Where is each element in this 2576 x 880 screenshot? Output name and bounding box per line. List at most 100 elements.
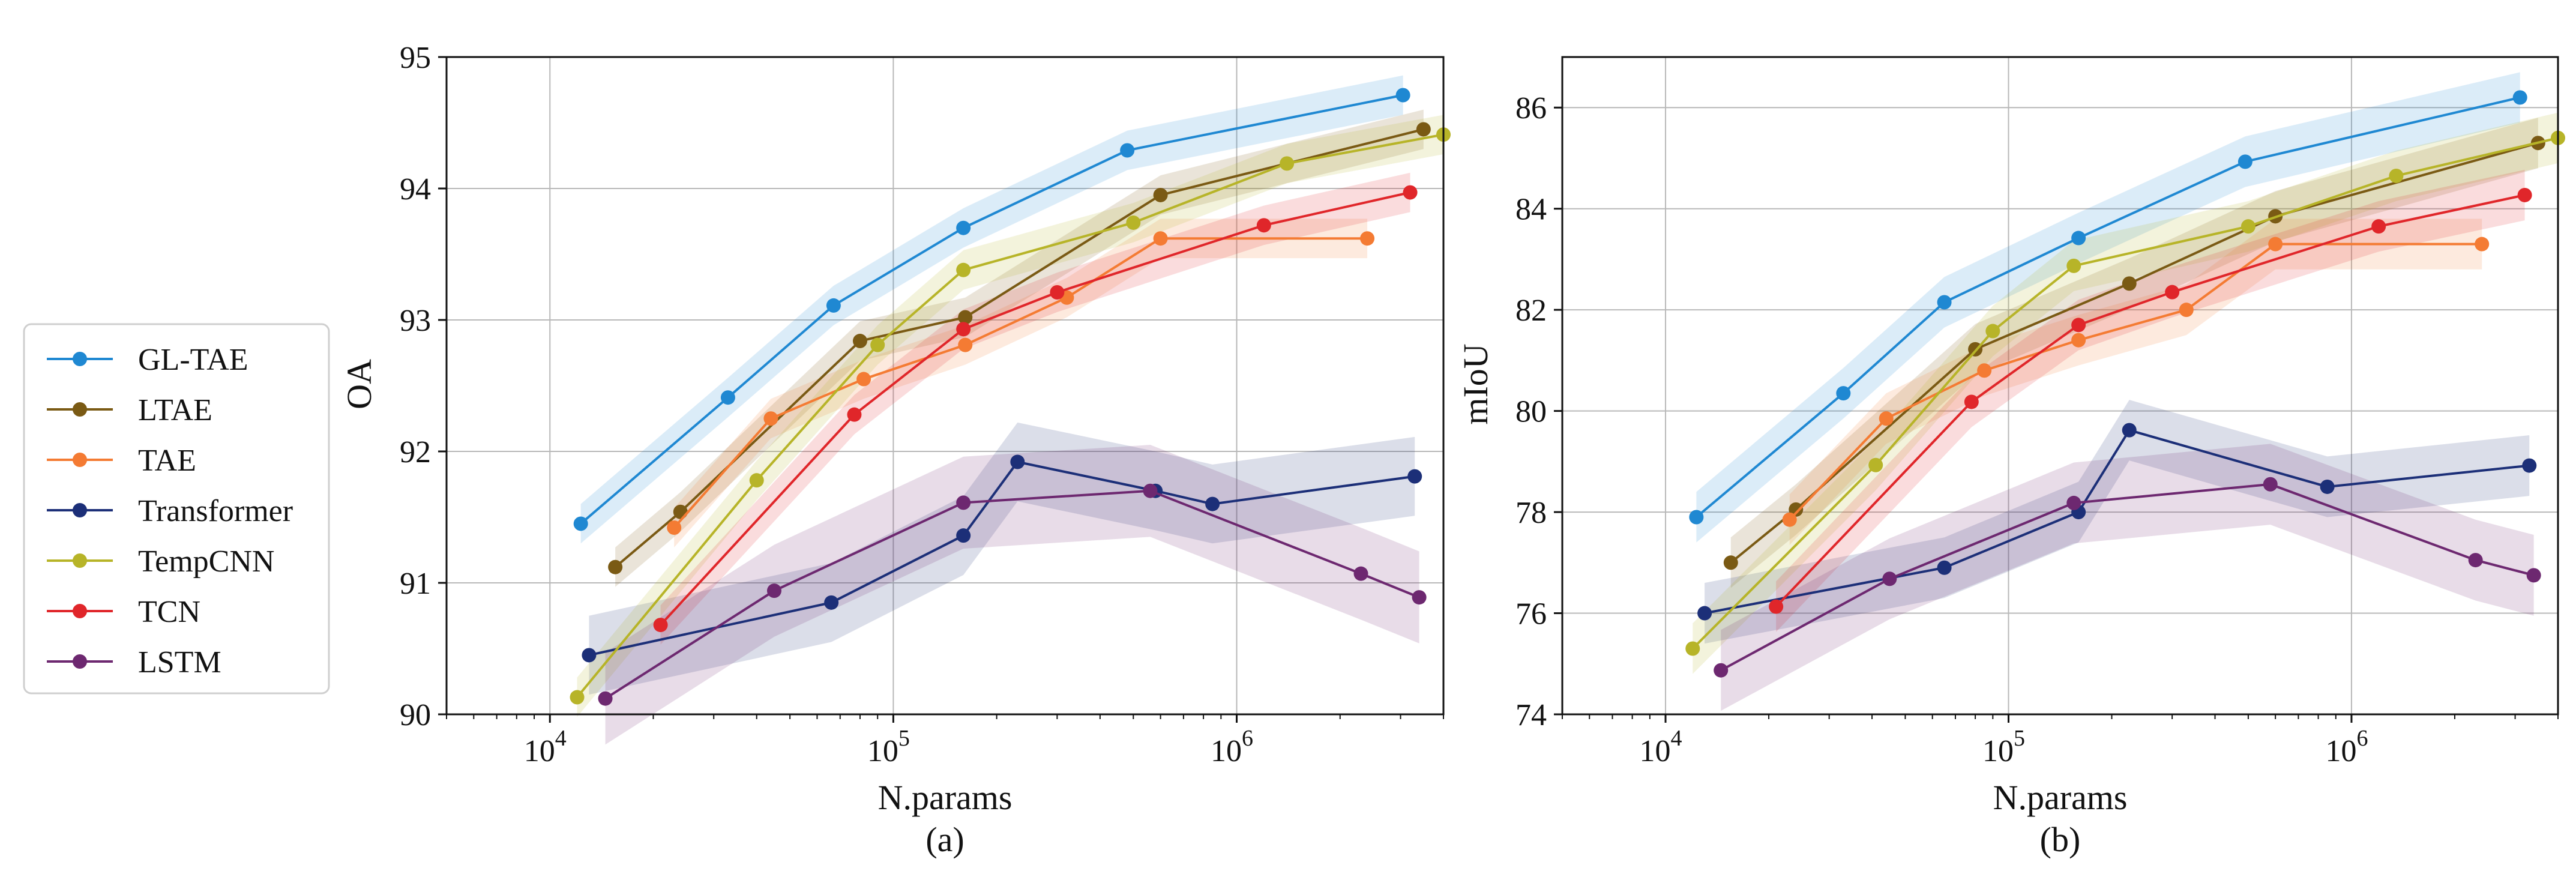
legend-label: Transformer	[138, 494, 293, 528]
data-point-tempcnn	[1685, 641, 1700, 656]
x-tick-label: 104	[1640, 726, 1682, 768]
data-point-tae	[856, 372, 871, 387]
data-point-lstm	[956, 495, 971, 510]
legend-item-tae: TAE	[47, 444, 196, 478]
series-line-tcn	[660, 191, 1410, 626]
legend-item-gl-tae: GL-TAE	[47, 343, 248, 377]
data-point-ltae	[608, 559, 623, 574]
x-tick-label: 106	[2325, 726, 2368, 768]
data-point-tcn	[847, 407, 862, 422]
data-point-ltae	[2122, 276, 2137, 291]
legend-label: LTAE	[138, 393, 212, 427]
data-point-tae	[763, 411, 778, 426]
band-ltae	[615, 109, 1424, 587]
data-point-ltae	[958, 310, 973, 325]
data-point-transformer	[2122, 423, 2137, 438]
series-tcn	[1769, 187, 2532, 614]
data-point-tae	[1977, 363, 1992, 378]
x-tick-label: 105	[867, 726, 910, 768]
series-gl-tae	[573, 88, 1410, 531]
y-tick-label: 74	[1515, 698, 1547, 732]
data-point-tempcnn	[956, 262, 971, 277]
band-transformer	[589, 422, 1415, 695]
data-point-lstm	[598, 691, 613, 706]
data-point-tae	[2475, 237, 2490, 252]
data-point-gl-tae	[1395, 88, 1410, 103]
y-tick-label: 92	[400, 435, 431, 469]
legend-item-lstm: LSTM	[47, 645, 221, 680]
legend: GL-TAE LTAE TAE Transformer TempCNN TCN LSTM	[23, 323, 330, 695]
data-point-lstm	[2263, 477, 2278, 492]
data-point-lstm	[1412, 590, 1427, 605]
data-point-tcn	[956, 322, 971, 337]
data-point-transformer	[1010, 454, 1025, 469]
x-axis-label: N.params	[878, 778, 1013, 817]
legend-marker-transformer	[73, 503, 87, 517]
band-transformer	[1705, 400, 2530, 644]
data-point-gl-tae	[573, 516, 588, 531]
data-point-transformer	[1205, 496, 1220, 511]
legend-frame	[23, 323, 330, 695]
data-point-tempcnn	[2066, 258, 2081, 273]
data-point-tae	[2179, 303, 2194, 318]
band-tcn	[1776, 169, 2525, 632]
legend-marker-tempcnn	[73, 553, 87, 568]
x-tick-label: 104	[524, 726, 567, 768]
data-point-gl-tae	[1836, 386, 1851, 401]
data-point-tcn	[653, 618, 668, 633]
y-tick-label: 95	[400, 41, 431, 75]
y-tick-label: 80	[1515, 395, 1547, 429]
series-transformer	[582, 454, 1422, 663]
data-point-tae	[2268, 237, 2283, 252]
data-point-transformer	[956, 528, 971, 543]
series-line-gl-tae	[580, 94, 1404, 525]
data-point-ltae	[1416, 122, 1431, 137]
data-point-gl-tae	[1689, 510, 1704, 525]
y-tick-label: 91	[400, 567, 431, 601]
data-point-transformer	[2320, 479, 2335, 494]
data-point-tempcnn	[749, 473, 764, 488]
data-point-tae	[1153, 231, 1168, 246]
data-point-tempcnn	[870, 337, 885, 352]
data-point-tempcnn	[1985, 324, 2000, 339]
y-axis-label: mIoU	[1456, 343, 1495, 424]
legend-label: TCN	[138, 595, 200, 629]
data-point-tae	[958, 337, 973, 352]
band-lstm	[1721, 444, 2534, 711]
legend-marker-tae	[73, 453, 87, 467]
data-point-transformer	[824, 595, 839, 610]
y-tick-label: 94	[400, 172, 431, 206]
data-point-ltae	[1723, 555, 1738, 570]
y-tick-label: 78	[1515, 496, 1547, 530]
data-point-tempcnn	[570, 690, 585, 705]
data-point-tempcnn	[2240, 219, 2256, 234]
x-axis-label: N.params	[1993, 778, 2128, 817]
data-point-lstm	[1882, 571, 1897, 586]
series-gl-tae	[1689, 90, 2527, 525]
series-lstm	[598, 483, 1427, 706]
data-point-tcn	[2371, 219, 2386, 234]
series-lstm	[1714, 477, 2541, 678]
data-point-tempcnn	[2389, 168, 2404, 183]
data-point-tae	[2071, 333, 2086, 348]
plot-frame	[1561, 56, 2559, 716]
data-point-tcn	[1256, 218, 1271, 233]
band-tae	[674, 218, 1368, 547]
data-point-tempcnn	[1280, 156, 1295, 171]
series-line-lstm	[1720, 483, 2535, 672]
legend-marker-ltae	[73, 402, 87, 417]
data-point-lstm	[1143, 483, 1158, 498]
legend-marker-gl-tae	[73, 352, 87, 366]
band-lstm	[605, 445, 1419, 745]
legend-item-tempcnn: TempCNN	[47, 544, 274, 579]
data-point-tcn	[1769, 599, 1784, 614]
band-tempcnn	[1693, 112, 2558, 674]
x-tick-label: 106	[1211, 726, 1253, 768]
series-line-tcn	[1775, 193, 2526, 607]
plot-frame	[445, 56, 1445, 716]
series-line-gl-tae	[1696, 96, 2521, 519]
y-tick-label: 76	[1515, 597, 1547, 631]
y-tick-label: 93	[400, 304, 431, 338]
legend-marker-lstm	[73, 654, 87, 669]
